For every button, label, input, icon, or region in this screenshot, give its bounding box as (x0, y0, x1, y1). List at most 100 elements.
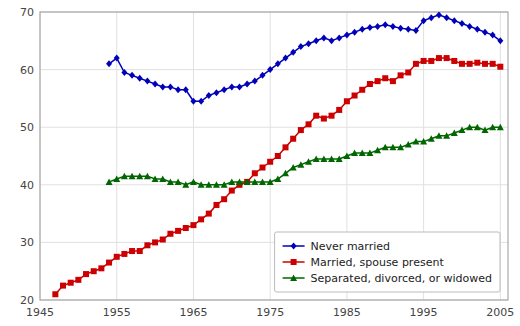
series-marker (236, 83, 242, 90)
series-marker (382, 144, 389, 151)
series-marker (305, 158, 312, 165)
series-marker (344, 98, 350, 104)
legend-box (275, 232, 500, 292)
series-marker (251, 178, 258, 185)
legend-label: Married, spouse present (311, 256, 445, 269)
series-marker (336, 34, 342, 41)
series-marker (267, 178, 274, 185)
series-line (109, 15, 500, 101)
series-marker (297, 161, 304, 168)
series-marker (183, 225, 189, 231)
series-marker (144, 242, 150, 248)
series-marker (190, 98, 196, 105)
x-tick-label: 1985 (333, 306, 361, 319)
series-marker (283, 55, 289, 62)
series-marker (244, 178, 251, 185)
series-marker (313, 113, 319, 119)
series-marker (352, 29, 358, 36)
y-tick-label: 60 (20, 64, 34, 77)
series-marker (160, 83, 166, 90)
series-marker (474, 60, 480, 66)
series-marker (221, 196, 227, 202)
legend-label: Never married (311, 240, 390, 253)
series-marker (343, 153, 350, 160)
series-marker (198, 98, 204, 105)
x-grid-line (270, 12, 271, 300)
series-marker (367, 24, 373, 31)
series-marker (313, 155, 320, 162)
series-marker (467, 23, 473, 30)
series-marker (121, 251, 127, 257)
series-marker (267, 159, 273, 165)
series-marker (106, 178, 113, 185)
series-marker (398, 72, 404, 78)
x-tick-label: 1965 (179, 306, 207, 319)
x-grid-line (193, 12, 194, 300)
series-marker (451, 17, 457, 24)
series-marker (451, 58, 457, 64)
series-marker (213, 89, 219, 96)
series-marker (267, 66, 273, 73)
series-marker (298, 127, 304, 133)
series-marker (359, 150, 366, 157)
x-tick-label: 1995 (410, 306, 438, 319)
series-marker (290, 136, 296, 142)
series-marker (282, 170, 289, 177)
series-marker (213, 181, 220, 188)
series-marker (497, 37, 503, 44)
series-marker (352, 93, 358, 99)
series-marker (259, 165, 265, 171)
series-marker (313, 37, 319, 44)
series-marker (421, 17, 427, 24)
series-marker (444, 14, 450, 21)
series-marker (375, 23, 381, 30)
series-marker (382, 21, 388, 28)
series-marker (98, 265, 104, 271)
series-marker (389, 144, 396, 151)
series-marker (182, 181, 189, 188)
series-marker (114, 55, 120, 62)
series-marker (159, 176, 166, 183)
series-marker (228, 178, 235, 185)
series-marker (183, 86, 189, 93)
plot-area (40, 12, 508, 300)
series-marker (114, 254, 120, 260)
series-marker (359, 87, 365, 93)
x-tick-label: 1975 (256, 306, 284, 319)
series-marker (359, 26, 365, 33)
series-marker (290, 164, 297, 171)
series-marker (190, 222, 196, 228)
series-marker (328, 155, 335, 162)
series-marker (320, 155, 327, 162)
y-grid-line (40, 69, 508, 70)
series-marker (75, 277, 81, 283)
series-marker (52, 291, 58, 297)
series-marker (458, 127, 465, 134)
series-marker (428, 58, 434, 64)
series-marker (489, 124, 496, 131)
series-marker (459, 61, 465, 67)
series-marker (106, 260, 112, 266)
series-marker (160, 237, 166, 243)
series-marker (420, 138, 427, 145)
series-marker (329, 113, 335, 119)
y-grid-line (40, 127, 508, 128)
series-marker (152, 176, 159, 183)
series-marker (428, 135, 435, 142)
series-marker (390, 78, 396, 84)
series-marker (221, 181, 228, 188)
series-marker (336, 107, 342, 113)
series-marker (436, 12, 442, 18)
series-marker (137, 248, 143, 254)
series-marker (206, 92, 212, 99)
series-marker (444, 55, 450, 61)
series-marker (397, 144, 404, 151)
series-marker (68, 280, 74, 286)
y-tick-label: 50 (20, 121, 34, 134)
series-marker (259, 72, 265, 79)
legend-swatch-marker (291, 259, 297, 265)
series-marker (390, 23, 396, 30)
series-marker (490, 32, 496, 39)
series-marker (405, 26, 411, 33)
series-marker (413, 61, 419, 67)
